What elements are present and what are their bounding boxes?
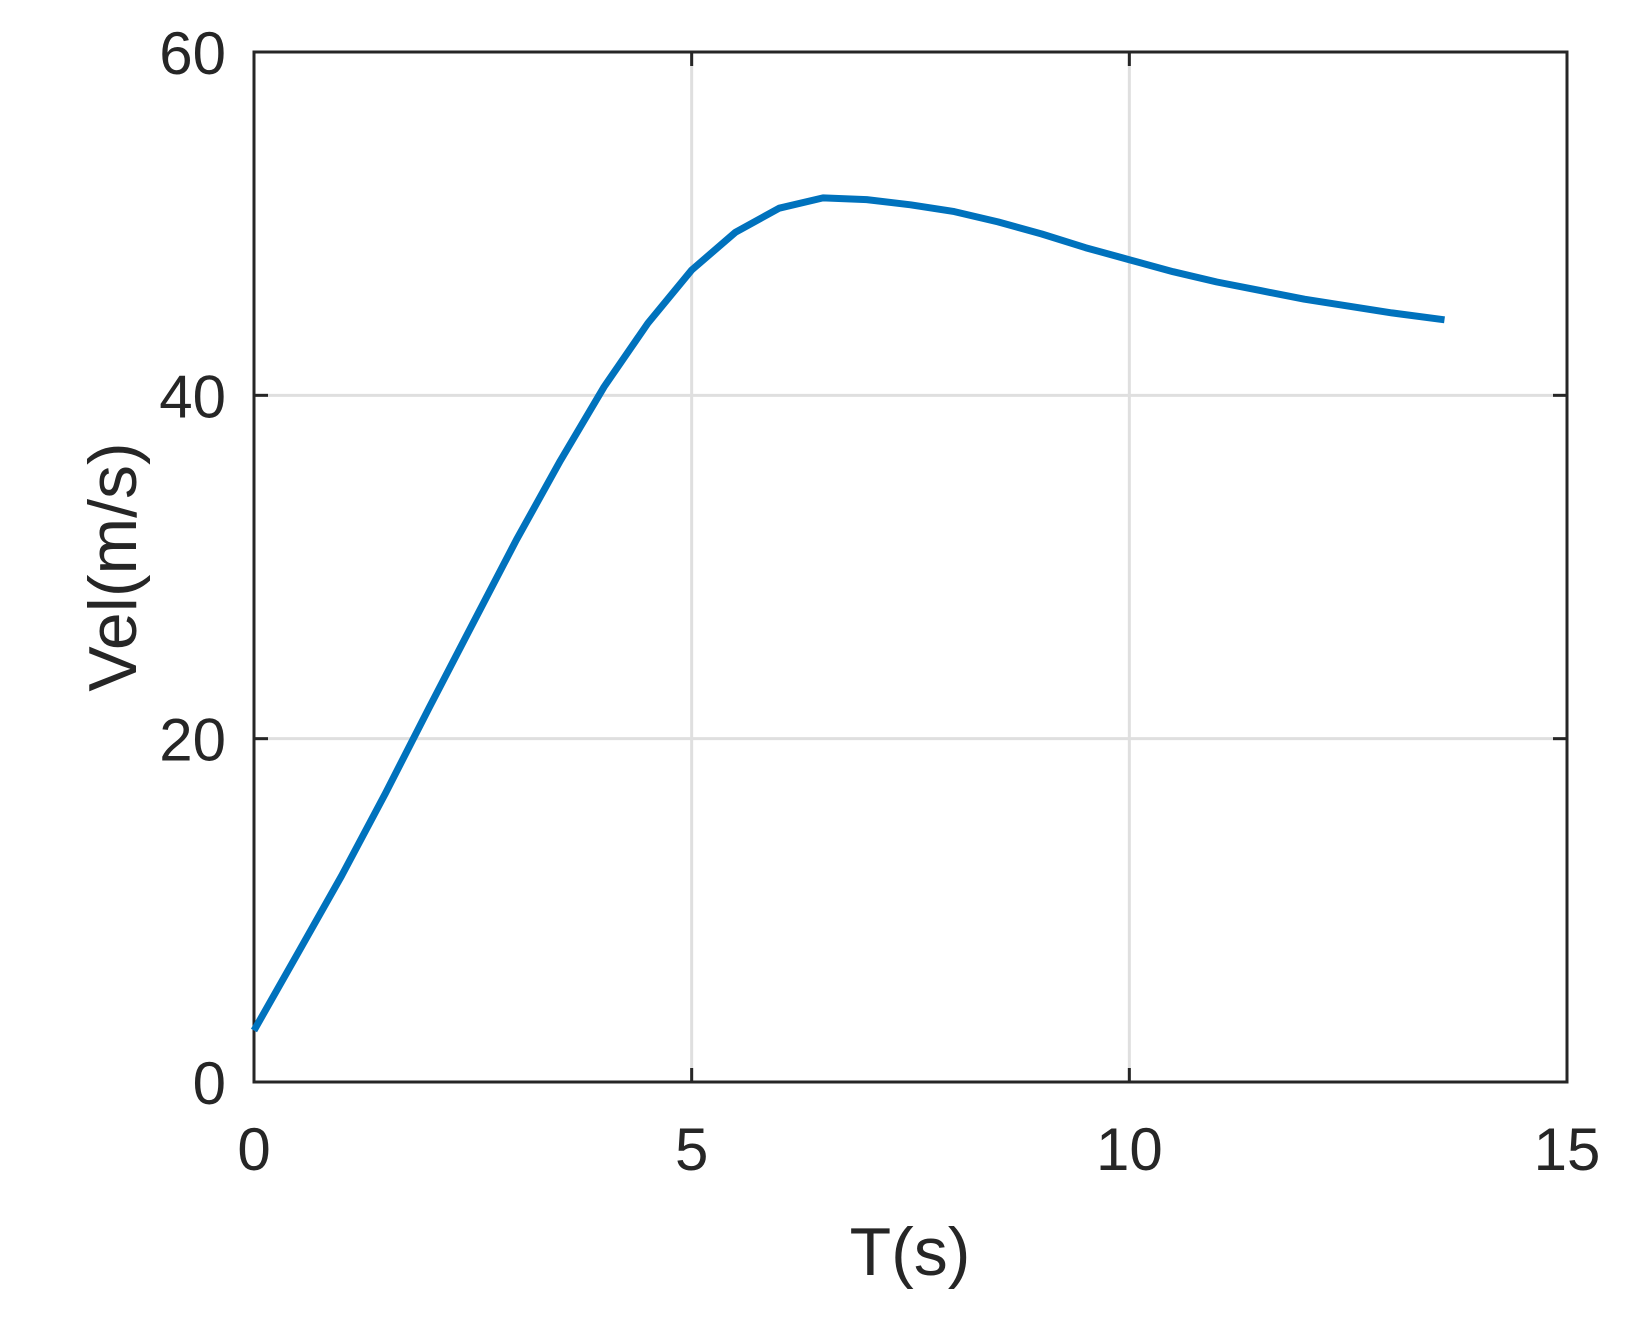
x-tick-labels: 0 5 10 15 bbox=[237, 1116, 1600, 1183]
y-tick-label: 0 bbox=[193, 1050, 226, 1117]
y-tick-labels: 0 20 40 60 bbox=[159, 20, 226, 1117]
y-tick-label: 40 bbox=[159, 363, 226, 430]
plot-frame bbox=[252, 50, 1569, 1084]
y-tick-label: 20 bbox=[159, 707, 226, 774]
x-tick-label: 10 bbox=[1096, 1116, 1163, 1183]
x-tick-label: 15 bbox=[1534, 1116, 1601, 1183]
x-tick-label: 5 bbox=[675, 1116, 708, 1183]
y-tick-label: 60 bbox=[159, 20, 226, 87]
y-axis-label: Vel(m/s) bbox=[75, 442, 151, 691]
grid-lines bbox=[254, 52, 1567, 1082]
series-line bbox=[250, 194, 1445, 1033]
x-axis-label: T(s) bbox=[850, 1214, 971, 1290]
x-tick-label: 0 bbox=[237, 1116, 270, 1183]
